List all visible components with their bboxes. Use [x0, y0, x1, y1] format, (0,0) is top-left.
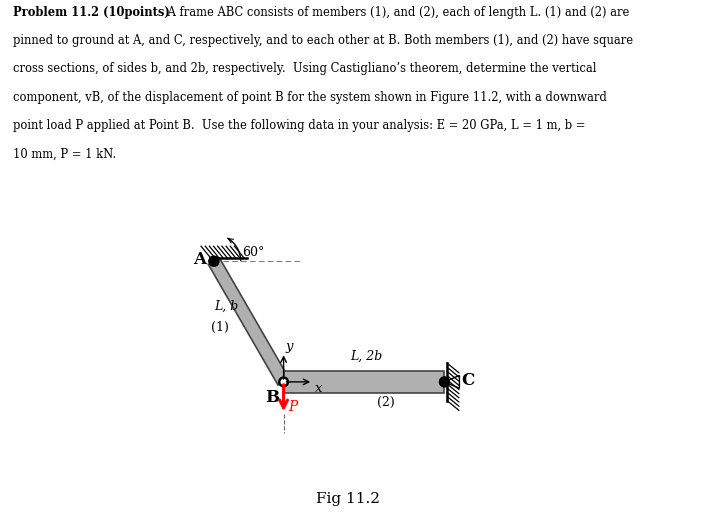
Circle shape: [440, 377, 449, 387]
Circle shape: [209, 256, 218, 266]
Polygon shape: [284, 371, 444, 393]
Polygon shape: [208, 258, 289, 385]
FancyBboxPatch shape: [210, 257, 218, 264]
Text: 60°: 60°: [242, 246, 264, 259]
Circle shape: [281, 379, 286, 384]
Text: A: A: [194, 251, 207, 268]
Text: L, b: L, b: [214, 300, 238, 313]
Text: pinned to ground at A, and C, respectively, and to each other at B. Both members: pinned to ground at A, and C, respective…: [13, 34, 633, 47]
Text: y: y: [285, 340, 293, 353]
Text: 10 mm, P = 1 kN.: 10 mm, P = 1 kN.: [13, 148, 116, 161]
Circle shape: [279, 377, 288, 387]
Text: L, 2b: L, 2b: [351, 350, 383, 362]
Text: Problem 11.2 (10points): Problem 11.2 (10points): [13, 5, 170, 19]
Text: point load P applied at Point B.  Use the following data in your analysis: E = 2: point load P applied at Point B. Use the…: [13, 119, 585, 132]
Text: (2): (2): [377, 396, 395, 409]
Circle shape: [440, 377, 449, 387]
Circle shape: [211, 259, 216, 263]
Text: B: B: [265, 389, 279, 406]
Polygon shape: [444, 376, 459, 388]
Text: P: P: [288, 400, 297, 414]
Circle shape: [442, 379, 447, 384]
Text: cross sections, of sides b, and 2b, respectively.  Using Castigliano’s theorem, : cross sections, of sides b, and 2b, resp…: [13, 62, 597, 76]
Text: Fig 11.2: Fig 11.2: [316, 492, 380, 505]
Text: A frame ABC consists of members (1), and (2), each of length L. (1) and (2) are: A frame ABC consists of members (1), and…: [164, 5, 629, 19]
Text: C: C: [462, 371, 475, 388]
Text: component, vB, of the displacement of point B for the system shown in Figure 11.: component, vB, of the displacement of po…: [13, 91, 607, 104]
Circle shape: [209, 256, 218, 266]
Text: (1): (1): [211, 321, 229, 334]
Text: x: x: [315, 381, 323, 395]
